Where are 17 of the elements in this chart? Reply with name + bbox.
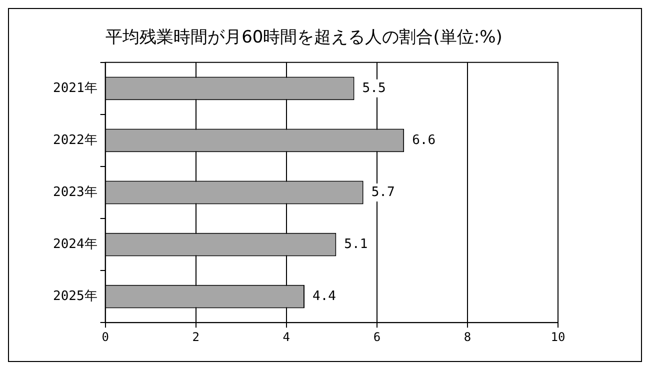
- x-tick-label: 4: [282, 330, 290, 344]
- x-tick-label: 0: [102, 330, 109, 344]
- data-label: 4.4: [312, 288, 336, 304]
- x-tick-label: 8: [464, 330, 472, 344]
- data-label: 5.5: [362, 80, 386, 96]
- y-tick-label: 2022年: [52, 132, 98, 148]
- y-tick-label: 2024年: [52, 236, 98, 252]
- data-label: 5.1: [344, 236, 368, 252]
- chart-title: 平均残業時間が月60時間を超える人の割合(単位:%): [106, 28, 502, 48]
- data-label: 6.6: [412, 132, 436, 148]
- x-tick-label: 10: [550, 330, 566, 344]
- x-tick-label: 6: [373, 330, 381, 344]
- data-label: 5.7: [371, 184, 395, 200]
- y-tick-label: 2021年: [52, 80, 98, 96]
- x-tick-label: 2: [192, 330, 200, 344]
- y-tick-label: 2025年: [52, 288, 98, 304]
- y-tick-label: 2023年: [52, 184, 98, 200]
